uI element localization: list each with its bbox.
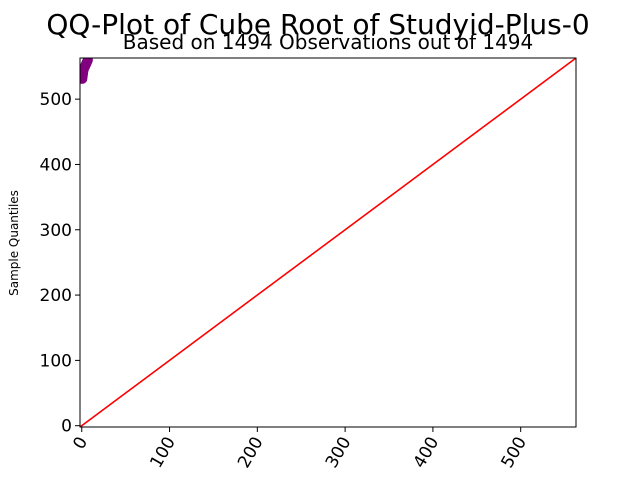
- x-tick-label: 0: [69, 434, 92, 453]
- plot-clip-group: [80, 58, 576, 427]
- axes-frame: [79, 57, 577, 428]
- data-point: [82, 58, 93, 65]
- reference-line: [80, 58, 576, 427]
- y-tick-label: 300: [40, 221, 72, 241]
- chart-title: QQ-Plot of Cube Root of Studyid-Plus-0: [46, 8, 589, 41]
- y-tick-label: 100: [40, 351, 72, 371]
- y-tick-label: 500: [40, 90, 72, 110]
- x-tick-label: 300: [322, 434, 356, 472]
- y-tick-label: 0: [61, 417, 72, 437]
- x-tick-label: 100: [146, 434, 180, 472]
- x-tick-label: 400: [410, 434, 444, 472]
- y-tick-label: 200: [40, 286, 72, 306]
- y-tick-label: 400: [40, 155, 72, 175]
- x-tick-label: 200: [234, 434, 268, 472]
- x-tick-label: 500: [497, 434, 531, 472]
- y-axis-label: Sample Quantiles: [7, 190, 21, 296]
- chart-subtitle: Based on 1494 Observations out of 1494: [123, 30, 534, 54]
- plot-area: 0 100 200 300 400 500 0 100 200 300 400 500: [40, 57, 577, 472]
